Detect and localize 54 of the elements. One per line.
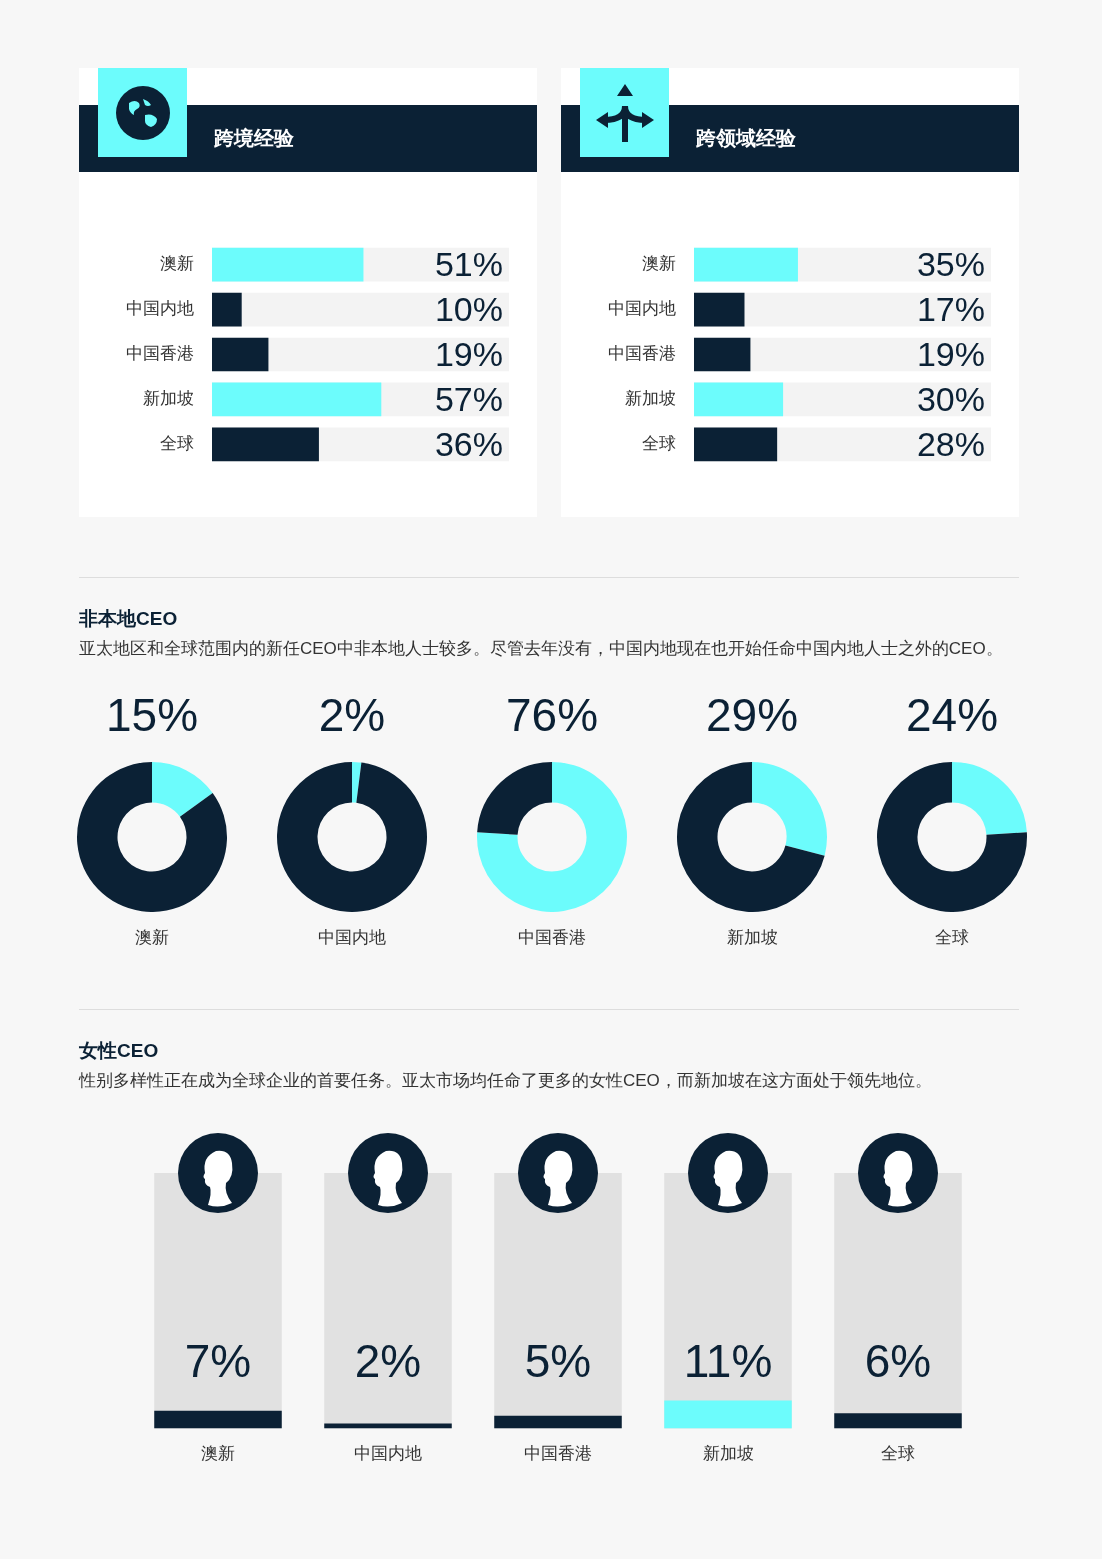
y-tick-label: 中国内地 bbox=[608, 299, 676, 319]
y-tick-label: 全球 bbox=[642, 434, 676, 454]
data-label: 30% bbox=[916, 379, 985, 418]
data-label: 35% bbox=[916, 245, 985, 284]
y-tick-label: 中国香港 bbox=[126, 344, 194, 364]
data-label: 28% bbox=[916, 424, 985, 463]
bar bbox=[212, 292, 242, 327]
chart-title: 跨领域经验 bbox=[696, 126, 796, 151]
data-label: 19% bbox=[434, 334, 503, 373]
text: 性别多样性正在成为全球企业的首要任务。亚太市场均任命了更多的女性CEO，而新加坡在这方面处于领先地位。 bbox=[79, 1069, 933, 1092]
chart-title: 跨境经验 bbox=[214, 126, 294, 151]
y-tick-label: 全球 bbox=[160, 434, 194, 454]
x-tick-label: 新加坡 bbox=[702, 1444, 754, 1464]
y-tick-label: 中国香港 bbox=[608, 344, 676, 364]
data-label: 7% bbox=[184, 1335, 252, 1388]
text: 非本地CEO bbox=[79, 607, 179, 631]
data-label: 17% bbox=[916, 289, 985, 328]
x-tick-label: 中国内地 bbox=[354, 1444, 422, 1464]
data-label: 24% bbox=[905, 688, 999, 741]
text: 女性CEO bbox=[79, 1038, 160, 1063]
data-label: 57% bbox=[434, 379, 503, 418]
data-label: 10% bbox=[434, 289, 503, 328]
data-label: 19% bbox=[916, 334, 985, 373]
text: 亚太地区和全球范围内的新任CEO中非本地人士较多。尽管去年没有，中国内地现在也开始任命中国内地人士之外的CEO。 bbox=[79, 638, 1004, 660]
text: 新加坡 bbox=[725, 926, 779, 949]
bar bbox=[494, 1415, 622, 1429]
bar bbox=[664, 1400, 792, 1429]
data-label: 5% bbox=[524, 1335, 592, 1388]
x-tick-label: 全球 bbox=[881, 1444, 915, 1464]
text: 中国内地 bbox=[317, 926, 387, 949]
data-label: 51% bbox=[434, 245, 503, 284]
data-label: 6% bbox=[864, 1335, 932, 1388]
data-label: 76% bbox=[505, 688, 599, 741]
bar bbox=[694, 337, 751, 372]
data-label: 2% bbox=[318, 688, 386, 741]
text: 全球 bbox=[934, 926, 970, 949]
y-tick-label: 澳新 bbox=[642, 254, 676, 274]
bar bbox=[834, 1413, 962, 1429]
bar bbox=[324, 1423, 452, 1429]
y-tick-label: 新加坡 bbox=[143, 389, 194, 409]
y-tick-label: 中国内地 bbox=[126, 299, 194, 319]
text: 中国香港 bbox=[517, 926, 587, 949]
x-tick-label: 澳新 bbox=[201, 1444, 235, 1464]
data-label: 15% bbox=[105, 688, 199, 741]
x-tick-label: 中国香港 bbox=[524, 1444, 592, 1464]
data-label: 11% bbox=[683, 1335, 773, 1388]
bar bbox=[212, 337, 269, 372]
data-label: 2% bbox=[354, 1335, 422, 1388]
bar bbox=[694, 292, 745, 327]
y-tick-label: 新加坡 bbox=[625, 389, 676, 409]
data-label: 36% bbox=[434, 424, 503, 463]
y-tick-label: 澳新 bbox=[160, 254, 194, 274]
bar bbox=[154, 1410, 282, 1429]
data-label: 29% bbox=[705, 688, 799, 741]
